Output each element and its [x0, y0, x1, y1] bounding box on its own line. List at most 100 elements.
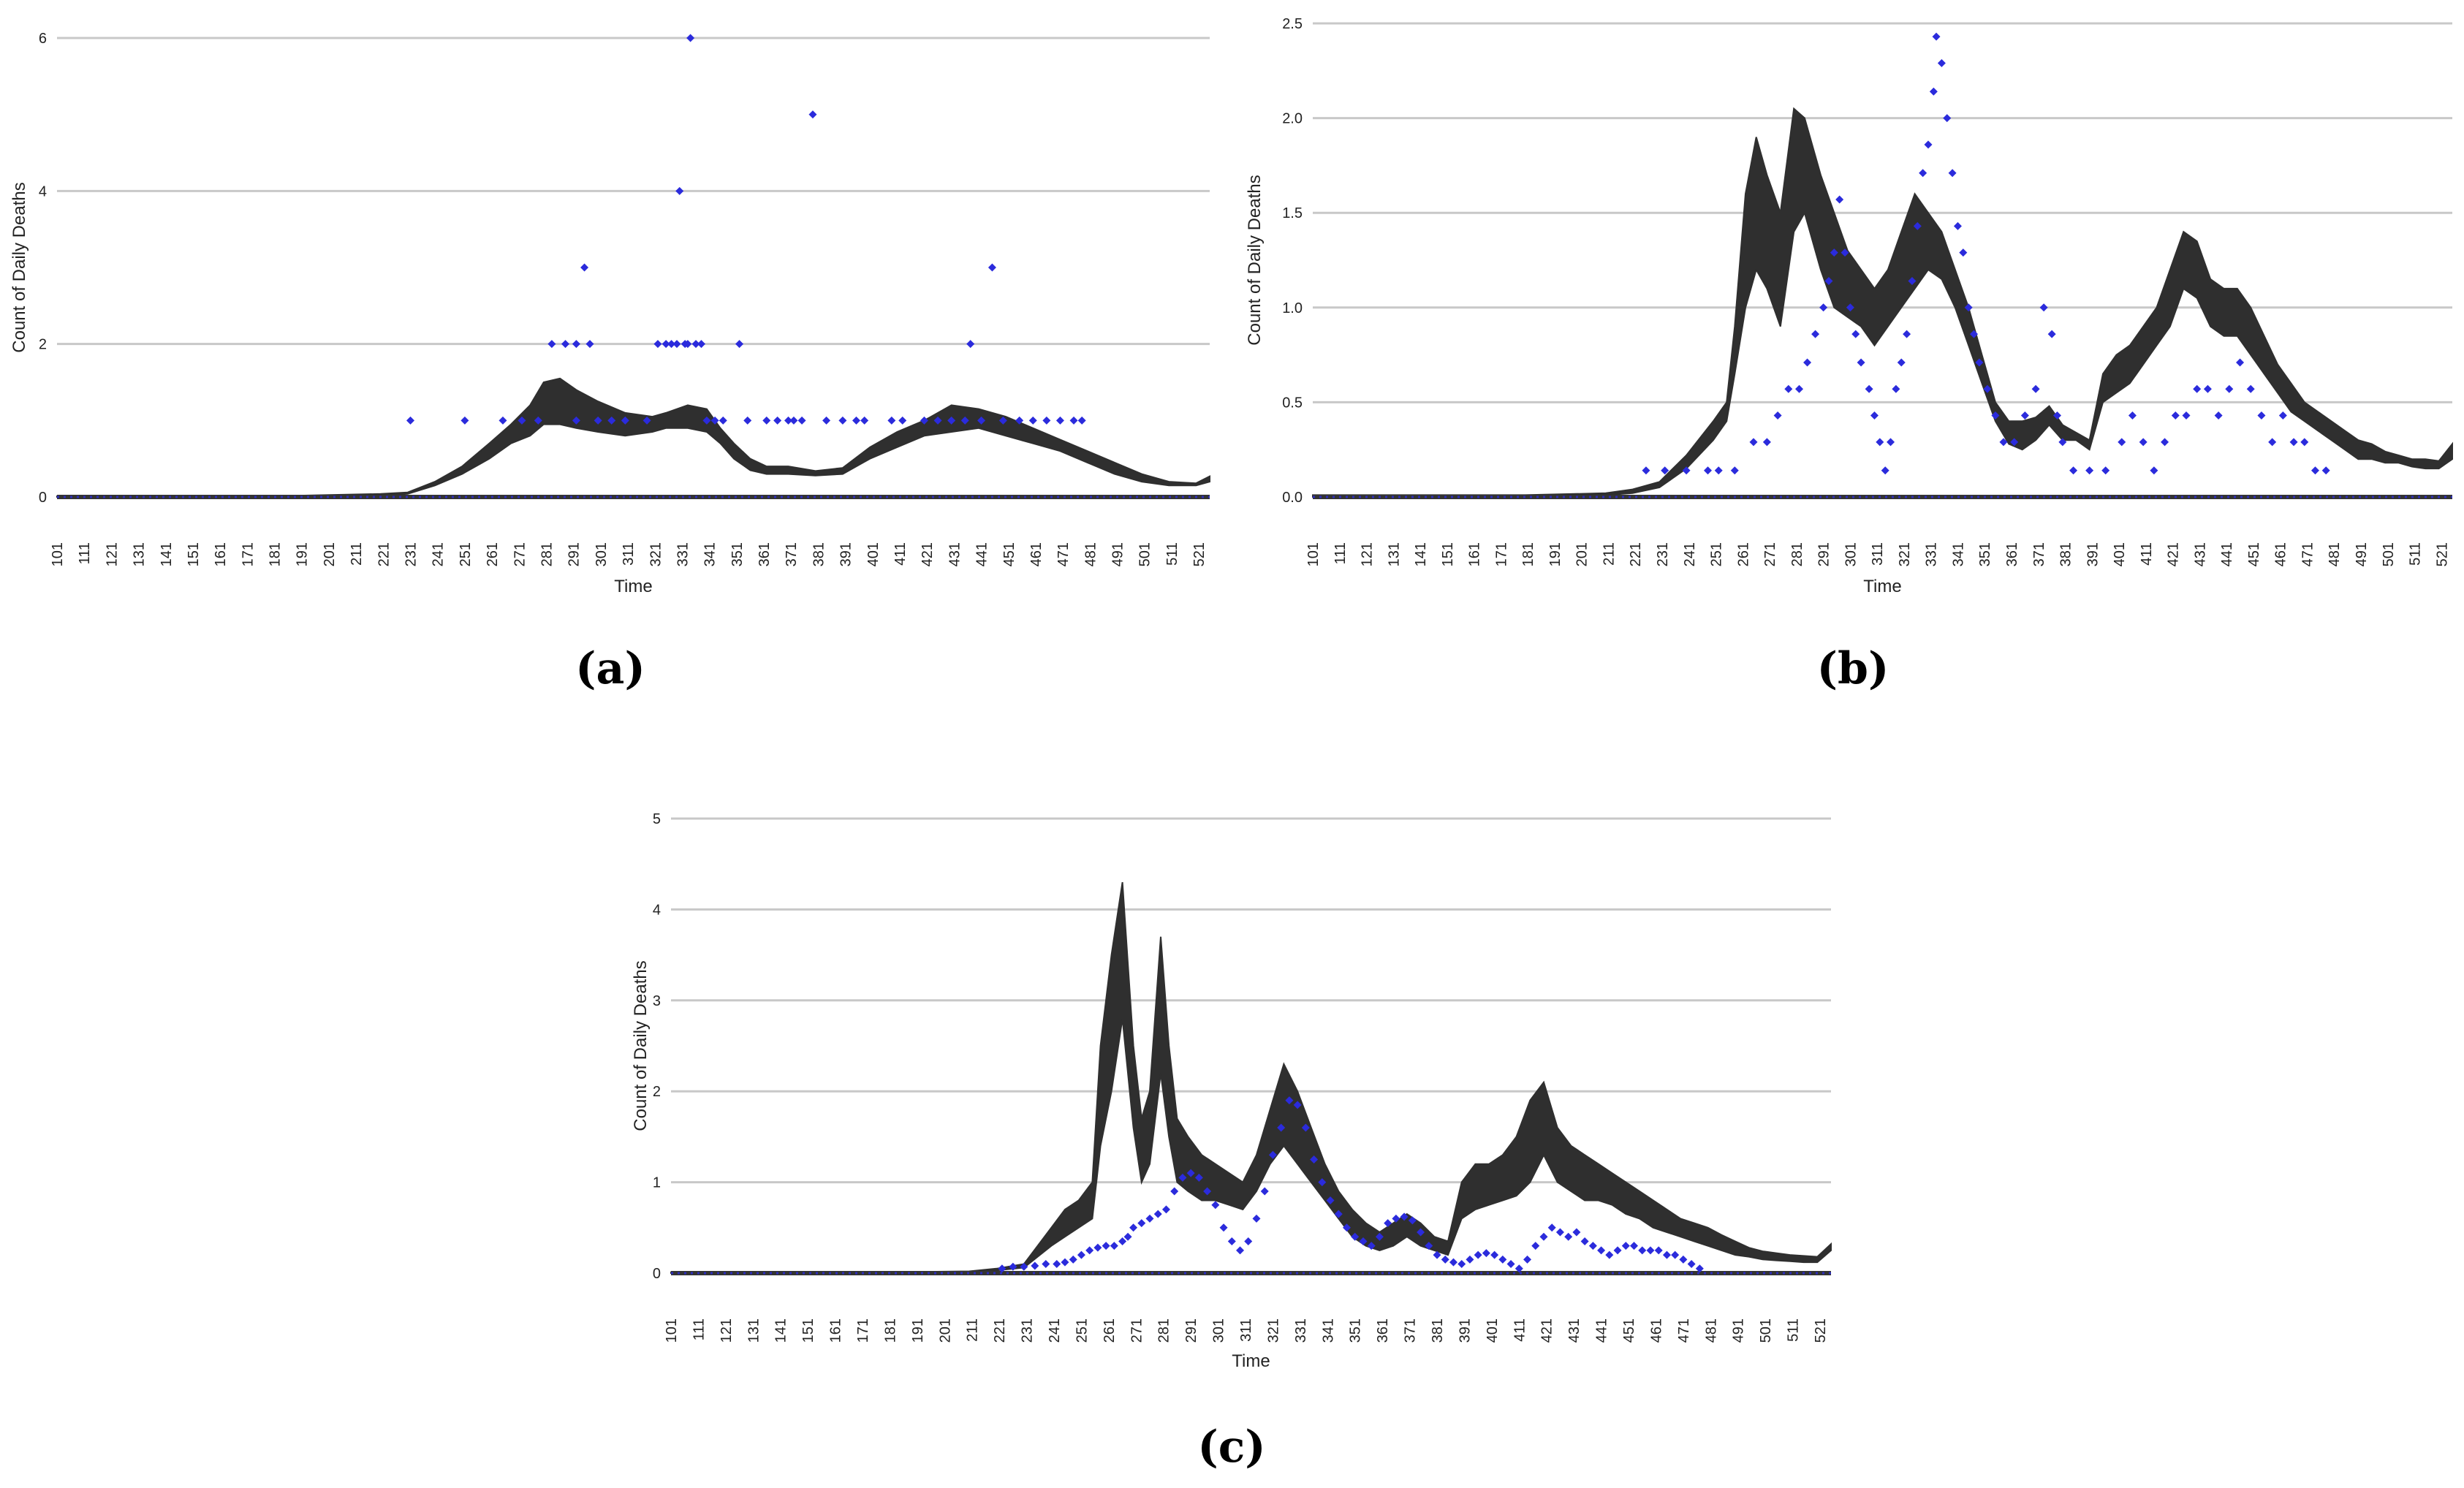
data-point — [585, 340, 594, 349]
data-point — [2069, 466, 2078, 475]
x-tick-label: 241 — [1047, 1318, 1063, 1343]
x-tick-label: 281 — [1156, 1318, 1172, 1343]
x-tick-label: 411 — [892, 542, 909, 566]
data-point — [2118, 438, 2126, 447]
data-point — [2225, 384, 2234, 393]
x-tick-label: 451 — [2246, 542, 2262, 566]
x-tick-label: 431 — [947, 542, 963, 566]
x-tick-label: 291 — [1816, 542, 1832, 566]
data-point — [1400, 1212, 1409, 1221]
x-tick-label: 181 — [268, 542, 284, 566]
x-tick-label: 511 — [1164, 542, 1180, 566]
data-point — [1031, 1261, 1039, 1270]
data-point — [898, 416, 907, 425]
chart-a-svg: 0 2 4 6 101 111 121 131 141 151 161 171 181 191 201 211… — [10, 31, 1210, 596]
x-tick-label: 101 — [50, 542, 66, 566]
x-tick-label: 421 — [920, 542, 936, 566]
x-tick-label: 271 — [1762, 542, 1778, 566]
x-axis: 101 111 121 131 141 151 161 171 181 191 201 211 221 2… — [50, 542, 1208, 566]
data-point — [1975, 358, 1984, 367]
data-point — [499, 416, 507, 425]
x-tick-label: 301 — [594, 542, 610, 566]
x-tick-label: 261 — [485, 542, 501, 566]
x-tick-label: 281 — [539, 542, 555, 566]
data-point — [2246, 384, 2255, 393]
y-tick-label: 0 — [39, 490, 47, 506]
y-tick-label: 2.0 — [1282, 111, 1303, 127]
x-tick-label: 151 — [186, 542, 202, 566]
x-tick-label: 171 — [855, 1318, 871, 1343]
x-tick-label: 471 — [2300, 542, 2316, 566]
y-tick-label: 2.5 — [1282, 16, 1303, 32]
data-point — [1597, 1246, 1606, 1255]
x-tick-label: 401 — [2112, 542, 2128, 566]
data-point — [1145, 1214, 1154, 1223]
data-point — [691, 340, 700, 349]
x-tick-label: 381 — [1430, 1318, 1446, 1343]
x-axis-label: Time — [1863, 577, 1901, 596]
data-point — [1876, 438, 1884, 447]
data-point — [572, 416, 580, 425]
data-point — [621, 416, 629, 425]
data-point — [1506, 1260, 1515, 1269]
data-point — [1773, 411, 1782, 420]
data-point — [977, 416, 986, 425]
data-point — [998, 416, 1007, 425]
x-tick-label: 411 — [1512, 1318, 1528, 1342]
y-tick-label: 0.5 — [1282, 395, 1303, 411]
data-point — [2058, 438, 2067, 447]
x-tick-label: 331 — [1293, 1318, 1309, 1343]
x-tick-label: 311 — [621, 542, 637, 566]
data-point — [1695, 1264, 1704, 1273]
data-point — [1851, 330, 1860, 338]
data-point — [789, 416, 798, 425]
data-point — [1682, 466, 1691, 475]
data-point — [1605, 1250, 1614, 1259]
data-point — [960, 416, 969, 425]
data-point — [1085, 1246, 1094, 1255]
prediction-band — [1312, 107, 2453, 498]
data-point — [607, 416, 616, 425]
x-tick-label: 371 — [784, 542, 800, 566]
data-point — [797, 416, 806, 425]
y-axis-label: Count of Daily Deaths — [1245, 175, 1265, 345]
data-point — [1555, 1228, 1564, 1237]
x-tick-label: 111 — [77, 542, 93, 564]
y-tick-label: 1 — [653, 1175, 661, 1191]
y-tick-label: 4 — [39, 183, 47, 200]
x-tick-label: 181 — [882, 1318, 898, 1343]
data-point — [460, 416, 469, 425]
data-point — [1953, 221, 1962, 230]
data-point — [1991, 411, 2000, 420]
data-point — [2289, 438, 2298, 447]
data-point — [887, 416, 896, 425]
data-point — [933, 416, 942, 425]
x-tick-label: 241 — [1682, 542, 1698, 566]
y-tick-label: 3 — [653, 993, 661, 1009]
data-point — [2031, 384, 2040, 393]
data-point — [1310, 1155, 1319, 1164]
x-tick-label: 491 — [1731, 1318, 1747, 1343]
data-point — [808, 110, 817, 119]
x-tick-label: 381 — [811, 542, 827, 566]
data-point — [672, 340, 681, 349]
data-point — [2182, 411, 2191, 420]
x-tick-label: 441 — [1594, 1318, 1610, 1343]
x-tick-label: 131 — [132, 542, 148, 566]
data-point — [1892, 384, 1900, 393]
data-point — [2278, 411, 2287, 420]
data-point — [1359, 1237, 1368, 1245]
x-tick-label: 341 — [1320, 1318, 1336, 1343]
x-tick-label: 171 — [1493, 542, 1509, 566]
x-tick-label: 291 — [566, 542, 583, 566]
data-point — [1042, 416, 1051, 425]
x-tick-label: 521 — [1813, 1318, 1829, 1343]
data-point — [743, 416, 752, 425]
x-tick-label: 241 — [431, 542, 447, 566]
x-tick-label: 341 — [1950, 542, 1966, 566]
data-point — [1572, 1228, 1581, 1237]
data-point — [1714, 466, 1723, 475]
x-tick-label: 131 — [1386, 542, 1402, 566]
x-tick-label: 151 — [1440, 542, 1456, 566]
